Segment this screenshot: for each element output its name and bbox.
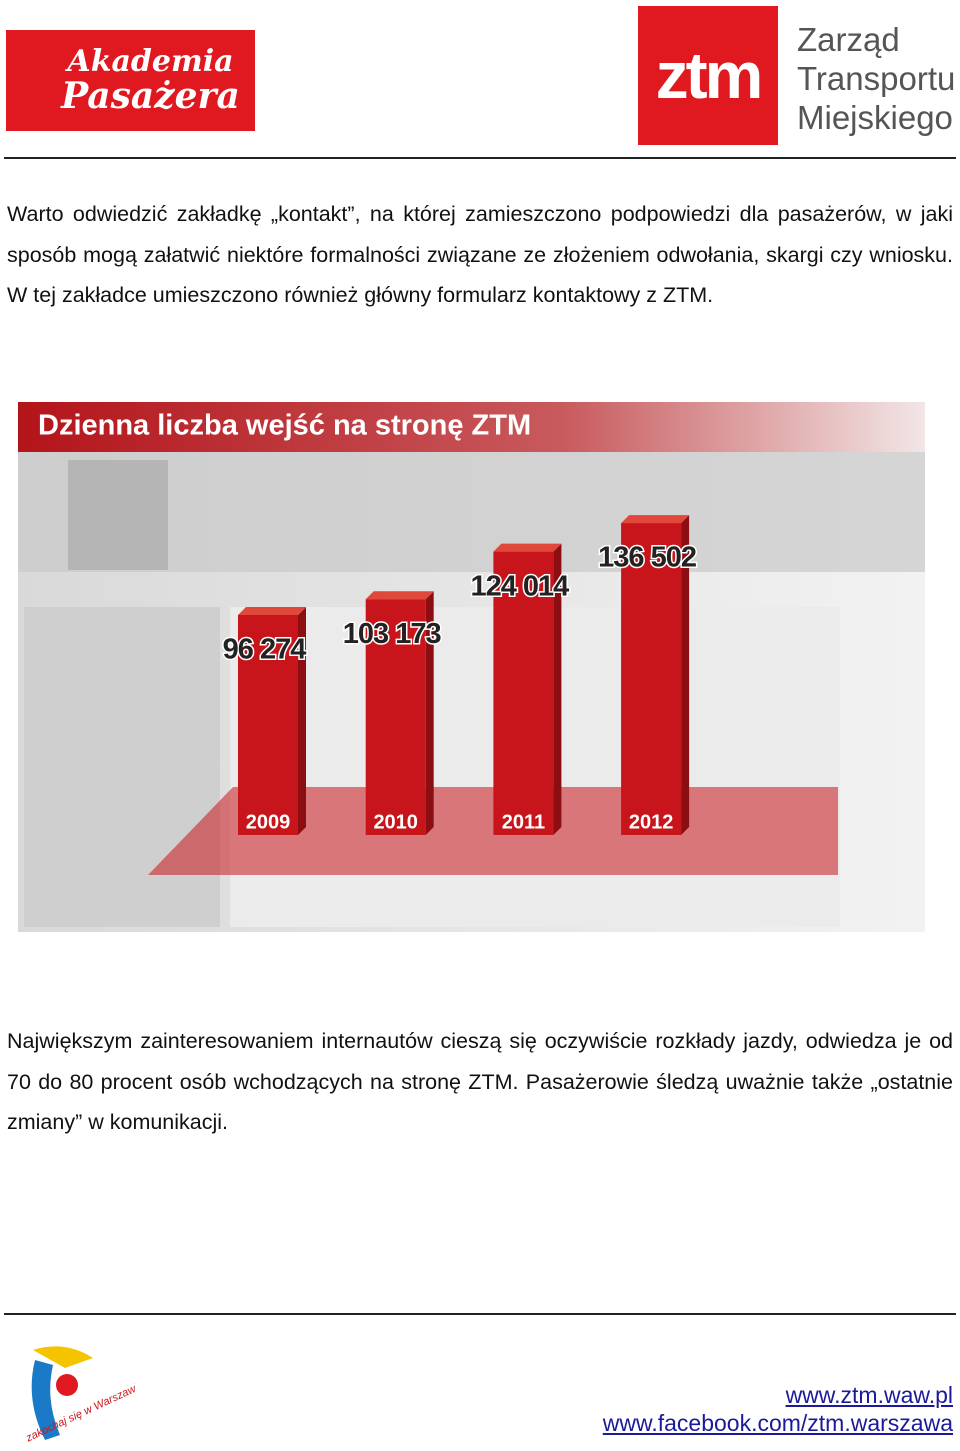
bar xyxy=(238,615,298,835)
footer-rule xyxy=(4,1313,956,1315)
footer-logo: zakochaj się w Warszawie xyxy=(25,1346,135,1445)
bar xyxy=(621,523,682,835)
category-label: 2010 xyxy=(373,811,418,833)
bar-top xyxy=(365,591,434,600)
ztm-name: Zarząd Transportu Miejskiego xyxy=(797,20,955,137)
bar xyxy=(493,551,554,835)
ztm-name-line: Miejskiego xyxy=(797,99,953,136)
bar-top xyxy=(621,515,690,524)
akademia-logo: Akademia Pasażera xyxy=(6,30,255,131)
bar xyxy=(365,599,426,835)
paragraph: Warto odwiedzić zakładkę „kontakt”, na k… xyxy=(7,202,953,308)
category-label: 2011 xyxy=(502,811,545,833)
value-label: 124 014 xyxy=(470,570,569,602)
ztm-name-line: Zarząd xyxy=(797,21,900,58)
value-label: 136 502 xyxy=(598,542,696,574)
bar-side xyxy=(681,515,690,835)
footer-link[interactable]: www.facebook.com/ztm.warszawa xyxy=(602,1410,953,1436)
bar-side xyxy=(553,543,562,835)
bar-top xyxy=(238,607,306,615)
logo-shape xyxy=(56,1374,78,1396)
logo-shape xyxy=(33,1346,93,1368)
bar-top xyxy=(493,543,562,552)
category-label: 2012 xyxy=(629,811,674,833)
header-rule xyxy=(4,157,956,159)
logo-line: Akademia xyxy=(67,44,234,79)
sidebar-panel xyxy=(24,607,220,927)
logo-line: Pasażera xyxy=(61,75,240,117)
sidebar xyxy=(24,607,220,927)
photo-band xyxy=(18,452,925,572)
category-label: 2009 xyxy=(246,811,291,833)
title-bar xyxy=(18,402,925,452)
bar-side xyxy=(298,607,306,835)
value-label: 103 173 xyxy=(343,618,442,650)
ztm-mark: ztm xyxy=(638,6,778,145)
logo-shape xyxy=(31,1360,60,1440)
ztm-name-line: Transportu xyxy=(797,60,956,97)
value-label: 96 274 xyxy=(223,634,307,666)
bar-side xyxy=(425,591,434,835)
faded-logo xyxy=(68,460,168,570)
footer-link[interactable]: www.ztm.waw.pl xyxy=(785,1382,953,1408)
paragraph: Największym zainteresowaniem internautów… xyxy=(7,1029,953,1135)
chart: Dzienna liczba wejść na stronę ZTM 2009 9… xyxy=(18,402,925,932)
chart-title: Dzienna liczba wejść na stronę ZTM xyxy=(38,410,531,442)
